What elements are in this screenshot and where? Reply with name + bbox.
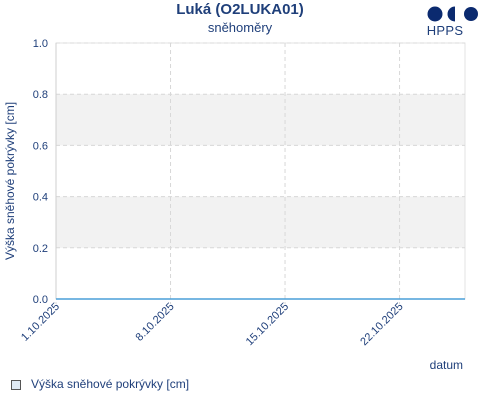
y-tick-label: 1.0: [33, 38, 48, 50]
legend-swatch: [11, 380, 21, 390]
x-tick-label: 1.10.2025: [19, 301, 62, 344]
logo-text: HPPS: [426, 23, 464, 38]
x-tick-label: 15.10.2025: [244, 301, 291, 348]
y-tick-label: 0.2: [33, 243, 48, 255]
hpps-logo: HPPS: [426, 5, 480, 41]
y-tick-label: 0.8: [33, 89, 48, 101]
y-tick-label: 0.6: [33, 140, 48, 152]
y-axis-title: Výška sněhové pokrývky [cm]: [3, 102, 17, 260]
plot-band: [56, 94, 465, 146]
plot-band: [56, 196, 465, 248]
x-axis-title: datum: [430, 358, 463, 372]
x-tick-label: 22.10.2025: [358, 301, 405, 348]
plot-frame: [55, 42, 466, 300]
legend-label: Výška sněhové pokrývky [cm]: [31, 377, 190, 391]
x-tick-label: 8.10.2025: [134, 301, 177, 344]
chart-subtitle: sněhoměry: [207, 20, 273, 35]
hpps-logo-icon: [427, 6, 478, 22]
y-tick-label: 0.4: [33, 192, 48, 204]
y-tick-label: 0.0: [33, 294, 48, 306]
chart-title: Luká (O2LUKA01): [176, 1, 304, 18]
